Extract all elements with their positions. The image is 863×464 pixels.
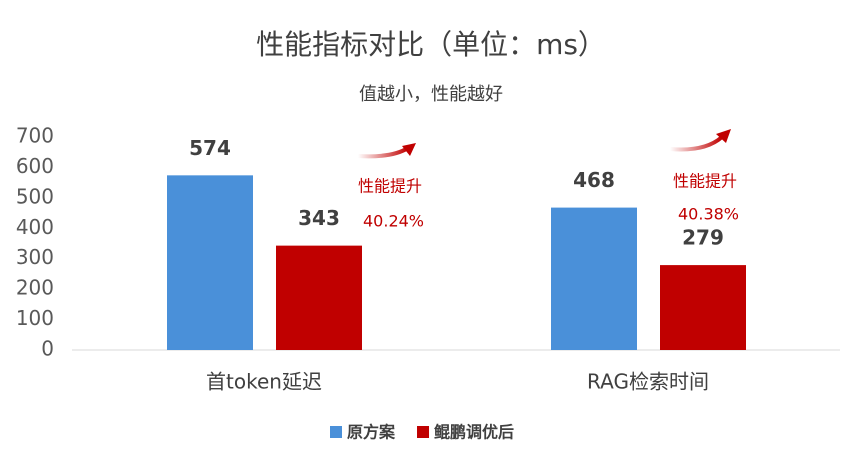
data-label: 343: [298, 206, 340, 230]
annotation-label: 性能提升: [358, 177, 422, 196]
y-tick-label: 400: [16, 215, 54, 239]
y-tick-label: 0: [41, 337, 54, 361]
data-label: 574: [189, 136, 231, 160]
legend-label: 原方案: [347, 423, 396, 442]
arrow: [357, 146, 410, 159]
data-label: 279: [682, 226, 724, 250]
chart-subtitle: 值越小，性能越好: [359, 84, 503, 105]
y-tick-label: 100: [16, 306, 54, 330]
arrow: [669, 135, 724, 152]
y-tick-label: 300: [16, 245, 54, 269]
y-tick-label: 200: [16, 276, 54, 300]
bar: [660, 265, 746, 350]
legend-label: 鲲鹏调优后: [434, 423, 514, 442]
data-label: 468: [573, 168, 615, 192]
y-tick-label: 600: [16, 154, 54, 178]
x-tick-label: 首token延迟: [206, 370, 322, 394]
y-tick-label: 500: [16, 184, 54, 208]
arrow-head: [716, 129, 731, 143]
x-tick-label: RAG检索时间: [587, 370, 709, 394]
arrow-head: [402, 143, 416, 156]
annotation-value: 40.38%: [678, 205, 739, 224]
bar: [276, 245, 362, 350]
legend-swatch: [417, 426, 430, 438]
y-tick-label: 700: [16, 124, 54, 148]
annotation-label: 性能提升: [673, 172, 737, 191]
bar: [167, 175, 253, 350]
legend-swatch: [330, 426, 342, 438]
bar: [551, 207, 637, 350]
chart-title: 性能指标对比（单位：ms）: [256, 28, 606, 61]
annotation-value: 40.24%: [363, 212, 424, 231]
